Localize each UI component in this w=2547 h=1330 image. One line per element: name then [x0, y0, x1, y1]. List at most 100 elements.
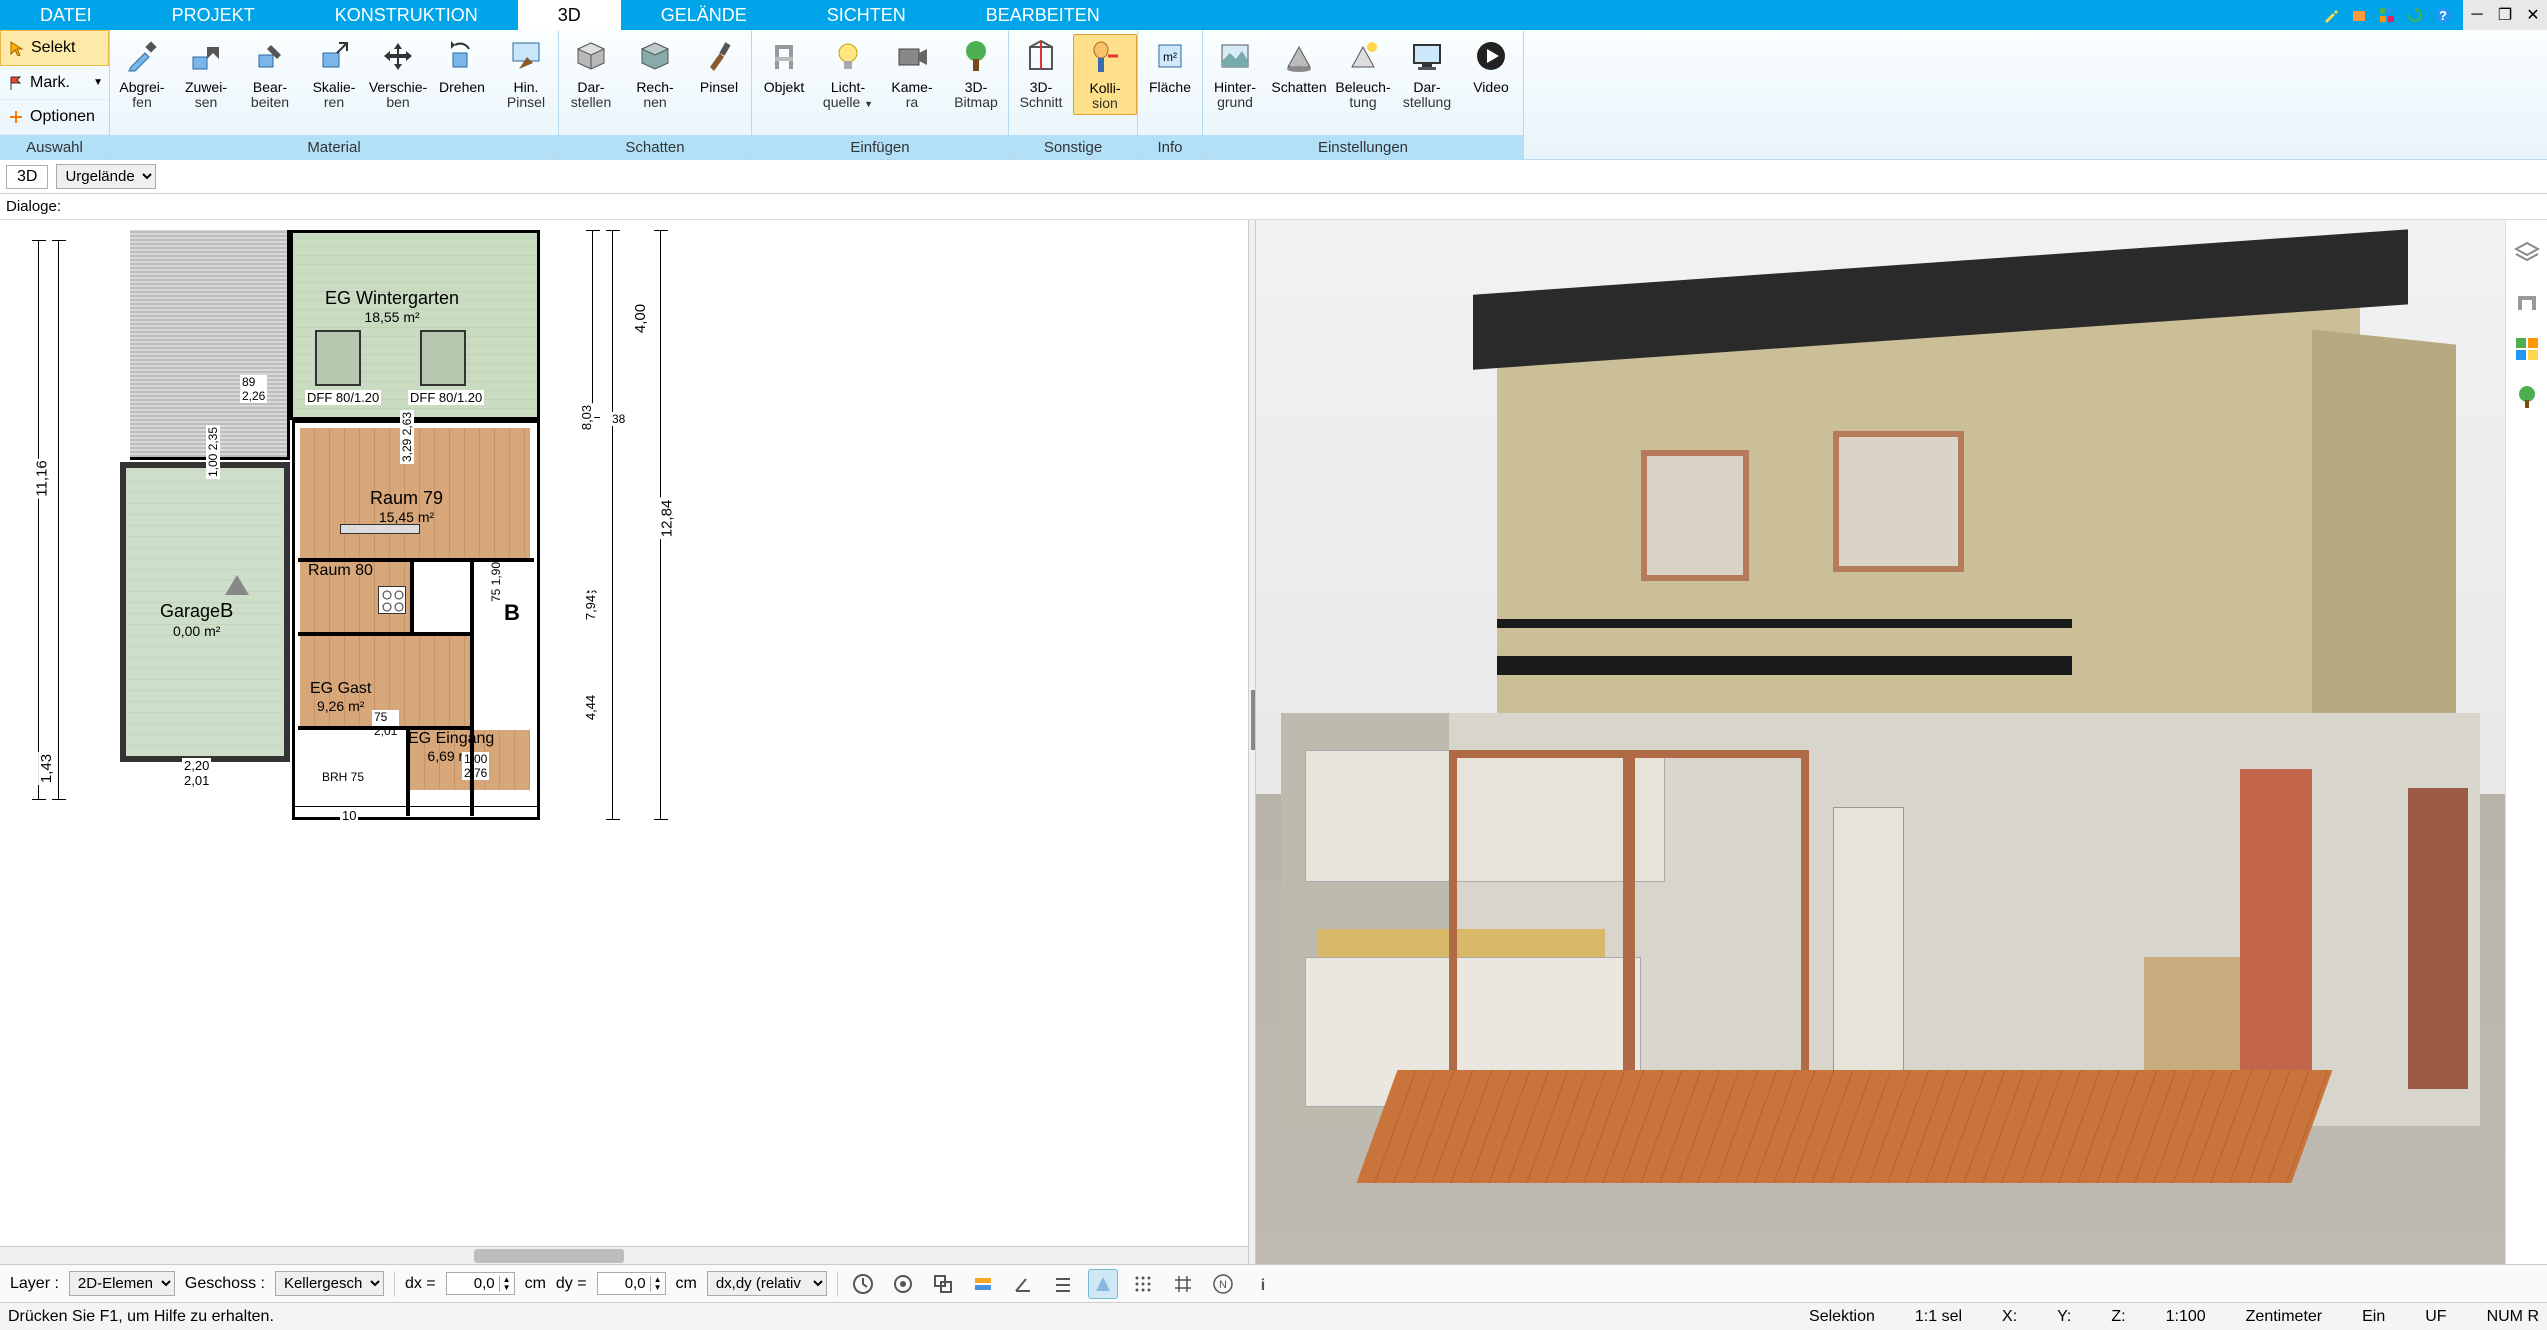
mark-tool[interactable]: Mark. ▼ — [0, 66, 109, 101]
scrollbar-thumb[interactable] — [474, 1249, 624, 1263]
lbl: Skalie- — [313, 80, 356, 95]
clock-icon[interactable] — [848, 1269, 878, 1299]
ribbon-group-sonstige: 3D-Schnitt Kolli-sion Sonstige — [1009, 30, 1138, 159]
tab-sichten[interactable]: SICHTEN — [787, 0, 946, 30]
beleuchtung-tool[interactable]: Beleuch-tung — [1331, 34, 1395, 113]
palette-grid-icon[interactable] — [2512, 334, 2542, 364]
group-label-auswahl: Auswahl — [0, 135, 109, 159]
render-pane[interactable] — [1256, 220, 2505, 1264]
objekt-tool[interactable]: Objekt — [752, 34, 816, 97]
3d-bitmap-tool[interactable]: 3D-Bitmap — [944, 34, 1008, 113]
wall — [406, 730, 410, 816]
skalieren-tool[interactable]: Skalie-ren — [302, 34, 366, 113]
status-scale: 1:100 — [2166, 1308, 2206, 1326]
svg-text:?: ? — [2439, 8, 2447, 23]
grid-dots-icon[interactable] — [1128, 1269, 1158, 1299]
close-icon[interactable]: ✕ — [2519, 0, 2547, 30]
chevron-down-icon: ▼ — [93, 77, 103, 88]
lbl: Bitmap — [954, 95, 998, 110]
dim-line — [58, 240, 59, 800]
ribbon: Selekt Mark. ▼ Optionen Auswahl Abgrei-f… — [0, 30, 2547, 160]
tab-bearbeiten[interactable]: BEARBEITEN — [946, 0, 1140, 30]
darstellen-tool[interactable]: Dar-stellen — [559, 34, 623, 113]
window[interactable] — [315, 330, 361, 386]
hintergrund-tool[interactable]: Hinter-grund — [1203, 34, 1267, 113]
dim-line — [38, 240, 39, 800]
schatten-setting-tool[interactable]: Schatten — [1267, 34, 1331, 97]
bottom-toolbar: Layer : 2D-Elemen Geschoss : Kellergesch… — [0, 1264, 2547, 1302]
kamera-tool[interactable]: Kame-ra — [880, 34, 944, 113]
coord-mode-select[interactable]: dx,dy (relativ ka — [707, 1271, 827, 1296]
dy-down[interactable]: ▼ — [650, 1284, 665, 1292]
layers-icon[interactable] — [2512, 238, 2542, 268]
target-icon[interactable] — [888, 1269, 918, 1299]
angle-icon[interactable] — [1008, 1269, 1038, 1299]
north-icon[interactable]: N — [1208, 1269, 1238, 1299]
lbl: grund — [1217, 95, 1253, 110]
floorplan-pane[interactable]: 11,16 1,43 EG Wintergarten18,55 m² DFF 8… — [0, 220, 1248, 1264]
dim-text: 2,202,01 — [182, 758, 211, 788]
layer-select[interactable]: 2D-Elemen — [69, 1271, 175, 1296]
pinsel-tool[interactable]: Pinsel — [687, 34, 751, 97]
wall — [298, 558, 534, 562]
rechnen-tool[interactable]: Rech-nen — [623, 34, 687, 113]
kollision-tool[interactable]: Kolli-sion — [1073, 34, 1137, 115]
svg-text:m²: m² — [1163, 50, 1177, 64]
shade-icon[interactable] — [1088, 1269, 1118, 1299]
minimize-icon[interactable]: ─ — [2463, 0, 2491, 30]
abgreifen-tool[interactable]: Abgrei-fen — [110, 34, 174, 113]
room-garage[interactable] — [120, 462, 290, 762]
tab-projekt[interactable]: PROJEKT — [132, 0, 295, 30]
bearbeiten-tool[interactable]: Bear-beiten — [238, 34, 302, 113]
brush-icon — [699, 36, 739, 76]
3d-schnitt-tool[interactable]: 3D-Schnitt — [1009, 34, 1073, 113]
zuweisen-tool[interactable]: Zuwei-sen — [174, 34, 238, 113]
lbl: Pinsel — [507, 95, 545, 110]
flaeche-tool[interactable]: m²Fläche — [1138, 34, 1202, 97]
ribbon-group-schatten: Dar-stellen Rech-nen Pinsel Schatten — [559, 30, 752, 159]
hin-pinsel-tool[interactable]: Hin.Pinsel — [494, 34, 558, 113]
bulb-icon — [828, 36, 868, 76]
furniture-icon[interactable] — [2512, 286, 2542, 316]
grid-lines-icon[interactable] — [1168, 1269, 1198, 1299]
box-icon[interactable] — [2345, 0, 2373, 30]
tab-gelaende[interactable]: GELÄNDE — [621, 0, 787, 30]
mode-indicator[interactable]: 3D — [6, 165, 48, 189]
tab-datei[interactable]: DATEI — [0, 0, 132, 30]
dx-down[interactable]: ▼ — [499, 1284, 514, 1292]
plus-icon — [6, 107, 26, 127]
darstellung-tool[interactable]: Dar-stellung — [1395, 34, 1459, 113]
verschieben-tool[interactable]: Verschie-ben — [366, 34, 430, 113]
tree-side-icon[interactable] — [2512, 382, 2542, 412]
video-tool[interactable]: Video — [1459, 34, 1523, 97]
pane-splitter[interactable] — [1248, 220, 1256, 1264]
palette-icon[interactable] — [2373, 0, 2401, 30]
restore-icon[interactable]: ❐ — [2491, 0, 2519, 30]
dy-input[interactable] — [598, 1273, 650, 1294]
info-small-icon[interactable]: i — [1248, 1269, 1278, 1299]
tab-konstruktion[interactable]: KONSTRUKTION — [295, 0, 518, 30]
help-icon[interactable]: ? — [2429, 0, 2457, 30]
window[interactable] — [420, 330, 466, 386]
move-icon — [378, 36, 418, 76]
layer-align-icon[interactable] — [968, 1269, 998, 1299]
options-tool[interactable]: Optionen — [0, 100, 109, 135]
status-bar: Drücken Sie F1, um Hilfe zu erhalten. Se… — [0, 1302, 2547, 1330]
tab-3d[interactable]: 3D — [518, 0, 621, 30]
stove — [378, 586, 406, 614]
scrollbar-horizontal[interactable] — [0, 1246, 1248, 1264]
camera-icon — [892, 36, 932, 76]
group-label-einfuegen: Einfügen — [752, 135, 1008, 159]
lichtquelle-tool[interactable]: Licht-quelle ▼ — [816, 34, 880, 113]
refresh-icon[interactable] — [2401, 0, 2429, 30]
group-icon[interactable] — [928, 1269, 958, 1299]
parallel-icon[interactable] — [1048, 1269, 1078, 1299]
side-toolbar — [2505, 220, 2547, 1264]
drehen-tool[interactable]: Drehen — [430, 34, 494, 97]
wand-icon[interactable] — [2317, 0, 2345, 30]
floor-select[interactable]: Kellergesch — [275, 1271, 384, 1296]
dx-input[interactable] — [447, 1273, 499, 1294]
dx-label: dx = — [405, 1275, 436, 1293]
select-tool[interactable]: Selekt — [0, 30, 109, 66]
view-dropdown[interactable]: Urgelände — [56, 164, 156, 189]
